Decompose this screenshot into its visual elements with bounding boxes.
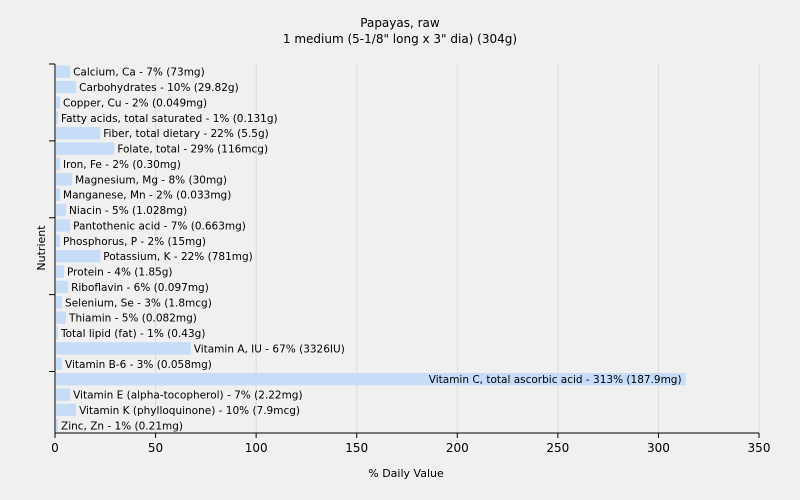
bar-label: Vitamin K (phylloquinone) - 10% (7.9mcg) — [79, 405, 300, 417]
bar — [56, 265, 65, 278]
bar — [56, 203, 67, 217]
x-tick-label: 150 — [345, 441, 368, 455]
bar-label: Potassium, K - 22% (781mg) — [103, 251, 253, 263]
bar-label: Manganese, Mn - 2% (0.033mg) — [63, 190, 231, 202]
bar-label: Fiber, total dietary - 22% (5.5g) — [103, 128, 268, 140]
bar-label: Vitamin A, IU - 67% (3326IU) — [194, 343, 345, 355]
bar — [56, 96, 61, 109]
bar-label: Carbohydrates - 10% (29.82g) — [79, 82, 239, 94]
bar — [56, 311, 67, 324]
x-tick-label: 50 — [148, 441, 163, 455]
chart-title: Papayas, raw — [360, 16, 440, 30]
bar — [56, 342, 191, 355]
bar-label: Niacin - 5% (1.028mg) — [69, 205, 187, 217]
bar-label: Calcium, Ca - 7% (73mg) — [73, 67, 205, 79]
bar — [56, 173, 73, 186]
x-tick-label: 300 — [647, 441, 670, 455]
bar-label: Total lipid (fat) - 1% (0.43g) — [60, 328, 205, 340]
x-tick-label: 200 — [446, 441, 469, 455]
bar-label: Fatty acids, total saturated - 1% (0.131… — [61, 113, 278, 125]
x-tick-label: 100 — [245, 441, 268, 455]
bar — [56, 157, 61, 171]
bar — [56, 419, 59, 432]
bar-label: Folate, total - 29% (116mcg) — [117, 144, 268, 156]
bar-label: Magnesium, Mg - 8% (30mg) — [75, 174, 227, 186]
bar-label: Riboflavin - 6% (0.097mg) — [71, 282, 209, 294]
bar — [56, 357, 63, 370]
bar-label: Thiamin - 5% (0.082mg) — [68, 313, 197, 325]
bar — [56, 373, 686, 386]
bar-label: Pantothenic acid - 7% (0.663mg) — [73, 220, 246, 232]
bar — [56, 142, 115, 155]
bar-label: Copper, Cu - 2% (0.049mg) — [63, 97, 207, 109]
x-tick-label: 0 — [51, 441, 59, 455]
bar-label: Iron, Fe - 2% (0.30mg) — [63, 159, 181, 171]
bar — [56, 403, 77, 417]
y-axis-label: Nutrient — [35, 225, 48, 271]
bar — [56, 388, 71, 401]
bar — [56, 188, 61, 201]
bar — [56, 219, 71, 232]
bar-label: Phosphorus, P - 2% (15mg) — [63, 236, 206, 248]
bar — [56, 65, 71, 78]
bar — [56, 326, 59, 340]
bar-label: Protein - 4% (1.85g) — [67, 267, 173, 279]
bar-label: Vitamin B-6 - 3% (0.058mg) — [65, 359, 212, 371]
bar — [56, 234, 61, 247]
x-tick-label: 350 — [748, 441, 771, 455]
bar — [56, 127, 101, 140]
x-tick-label: 250 — [546, 441, 569, 455]
chart-subtitle: 1 medium (5-1/8" long x 3" dia) (304g) — [282, 32, 518, 46]
bar — [56, 280, 69, 294]
bar — [56, 250, 101, 263]
bar — [56, 296, 63, 309]
bar-label: Zinc, Zn - 1% (0.21mg) — [61, 420, 183, 432]
bar-label: Vitamin C, total ascorbic acid - 313% (1… — [429, 374, 682, 386]
x-axis-label: % Daily Value — [368, 467, 444, 480]
bar — [56, 111, 59, 124]
bar-label: Vitamin E (alpha-tocopherol) - 7% (2.22m… — [73, 390, 303, 402]
bar — [56, 80, 77, 94]
bar-label: Selenium, Se - 3% (1.8mcg) — [65, 297, 212, 309]
